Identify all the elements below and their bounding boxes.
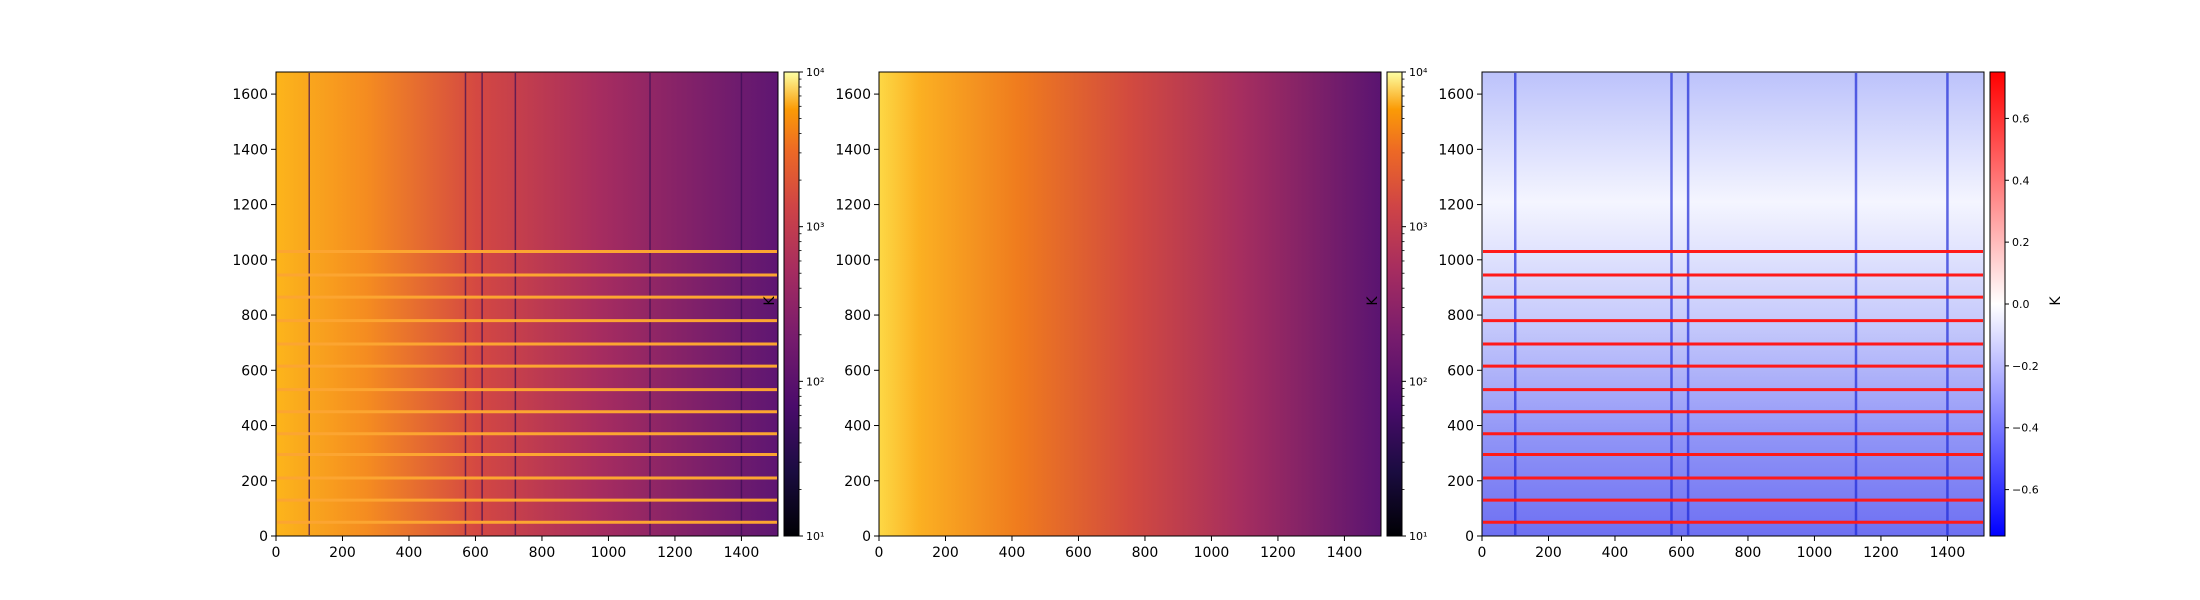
panel-1-axes: 0 200 400 600 800 1000 1200 1400 0 200 400 600 800 10… <box>232 87 759 561</box>
x-tick-label: 400 <box>1602 545 1629 561</box>
x-tick-label: 200 <box>1535 545 1562 561</box>
panel-2: 0 200 400 600 800 1000 1200 1400 0 200 400 600 800 10… <box>835 66 1428 561</box>
panel-1-frame <box>275 71 779 537</box>
panel-2-image <box>879 72 1381 536</box>
colorbar-tick-label: 10³ <box>1409 221 1427 234</box>
y-tick-label: 800 <box>1447 308 1474 324</box>
colorbar-label: K <box>1365 296 1381 306</box>
panel-1-features <box>277 73 777 535</box>
panel-3-image <box>1482 72 1984 536</box>
panel-3: 0 200 400 600 800 1000 1200 1400 0 200 400 600 800 10… <box>1438 71 2064 561</box>
panel-2-axes: 0 200 400 600 800 1000 1200 1400 0 200 400 600 800 10… <box>835 87 1362 561</box>
panel-3-axes: 0 200 400 600 800 1000 1200 1400 0 200 400 600 800 10… <box>1438 87 1965 561</box>
y-tick-label: 200 <box>1447 474 1474 490</box>
y-tick-label: 0 <box>1465 529 1474 545</box>
panel-2-colorbar <box>1386 71 1403 537</box>
x-tick-label: 1200 <box>1260 545 1296 561</box>
panel-3-colorbar <box>1989 71 2006 537</box>
colorbar-tick-label: 10⁴ <box>1409 66 1428 79</box>
panel-1-colorbar <box>783 71 800 537</box>
x-tick-label: 1400 <box>724 545 760 561</box>
x-tick-label: 800 <box>529 545 556 561</box>
y-tick-label: 0 <box>259 529 268 545</box>
x-tick-label: 400 <box>999 545 1026 561</box>
colorbar-tick-label: 10⁴ <box>806 66 825 79</box>
x-tick-label: 1200 <box>1863 545 1899 561</box>
y-tick-label: 1600 <box>232 87 268 103</box>
y-tick-label: 1400 <box>1438 142 1474 158</box>
y-tick-label: 1200 <box>1438 198 1474 214</box>
x-tick-label: 1000 <box>591 545 627 561</box>
x-tick-label: 0 <box>875 545 884 561</box>
colorbar-tick-label: 10² <box>806 375 824 388</box>
colorbar-tick-label: 0.0 <box>2012 298 2030 311</box>
colorbar-tick-label: 10¹ <box>1409 530 1427 543</box>
x-tick-label: 1200 <box>657 545 693 561</box>
x-tick-label: 1000 <box>1797 545 1833 561</box>
y-tick-label: 400 <box>241 419 268 435</box>
y-tick-label: 1000 <box>835 253 871 269</box>
panel-3-frame <box>1481 71 1985 537</box>
colorbar-tick-label: −0.4 <box>2012 422 2039 435</box>
x-tick-label: 200 <box>932 545 959 561</box>
y-tick-label: 800 <box>844 308 871 324</box>
x-tick-label: 0 <box>1478 545 1487 561</box>
x-tick-label: 600 <box>1668 545 1695 561</box>
y-tick-label: 1600 <box>835 87 871 103</box>
y-tick-label: 600 <box>844 363 871 379</box>
x-tick-label: 0 <box>272 545 281 561</box>
colorbar-tick-label: 0.4 <box>2012 174 2030 187</box>
y-tick-label: 1200 <box>835 198 871 214</box>
colorbar-tick-label: −0.6 <box>2012 484 2039 497</box>
panel-1: 0 200 400 600 800 1000 1200 1400 0 200 400 600 800 10… <box>232 66 825 561</box>
panel-2-colorbar-ticks: 10¹ 10² 10³ 10⁴ K <box>1365 66 1428 543</box>
colorbar-tick-label: 10² <box>1409 375 1427 388</box>
y-tick-label: 0 <box>862 529 871 545</box>
y-tick-label: 1400 <box>232 142 268 158</box>
x-tick-label: 600 <box>1065 545 1092 561</box>
x-tick-label: 600 <box>462 545 489 561</box>
y-tick-label: 400 <box>844 419 871 435</box>
x-tick-label: 1400 <box>1327 545 1363 561</box>
panel-1-colorbar-ticks: 10¹ 10² 10³ 10⁴ K <box>762 66 825 543</box>
y-tick-label: 1400 <box>835 142 871 158</box>
colorbar-tick-label: 0.2 <box>2012 236 2030 249</box>
x-tick-label: 800 <box>1735 545 1762 561</box>
y-tick-label: 1000 <box>232 253 268 269</box>
x-tick-label: 1400 <box>1930 545 1966 561</box>
y-tick-label: 1600 <box>1438 87 1474 103</box>
colorbar-tick-label: −0.2 <box>2012 360 2039 373</box>
x-tick-label: 1000 <box>1194 545 1230 561</box>
x-tick-label: 800 <box>1132 545 1159 561</box>
y-tick-label: 1000 <box>1438 253 1474 269</box>
y-tick-label: 200 <box>844 474 871 490</box>
y-tick-label: 800 <box>241 308 268 324</box>
panel-3-features <box>1483 73 1983 535</box>
colorbar-tick-label: 10¹ <box>806 530 824 543</box>
y-tick-label: 200 <box>241 474 268 490</box>
y-tick-label: 1200 <box>232 198 268 214</box>
x-tick-label: 400 <box>396 545 423 561</box>
panel-2-frame <box>878 71 1382 537</box>
x-tick-label: 200 <box>329 545 356 561</box>
colorbar-label: K <box>2048 296 2064 306</box>
panel-1-image <box>276 72 778 536</box>
colorbar-label: K <box>762 296 778 306</box>
colorbar-tick-label: 10³ <box>806 221 824 234</box>
y-tick-label: 600 <box>1447 363 1474 379</box>
panel-3-colorbar-ticks: −0.6 −0.4 −0.2 0.0 0.2 0.4 0.6 K <box>2005 112 2064 497</box>
y-tick-label: 400 <box>1447 419 1474 435</box>
y-tick-label: 600 <box>241 363 268 379</box>
colorbar-tick-label: 0.6 <box>2012 112 2030 125</box>
